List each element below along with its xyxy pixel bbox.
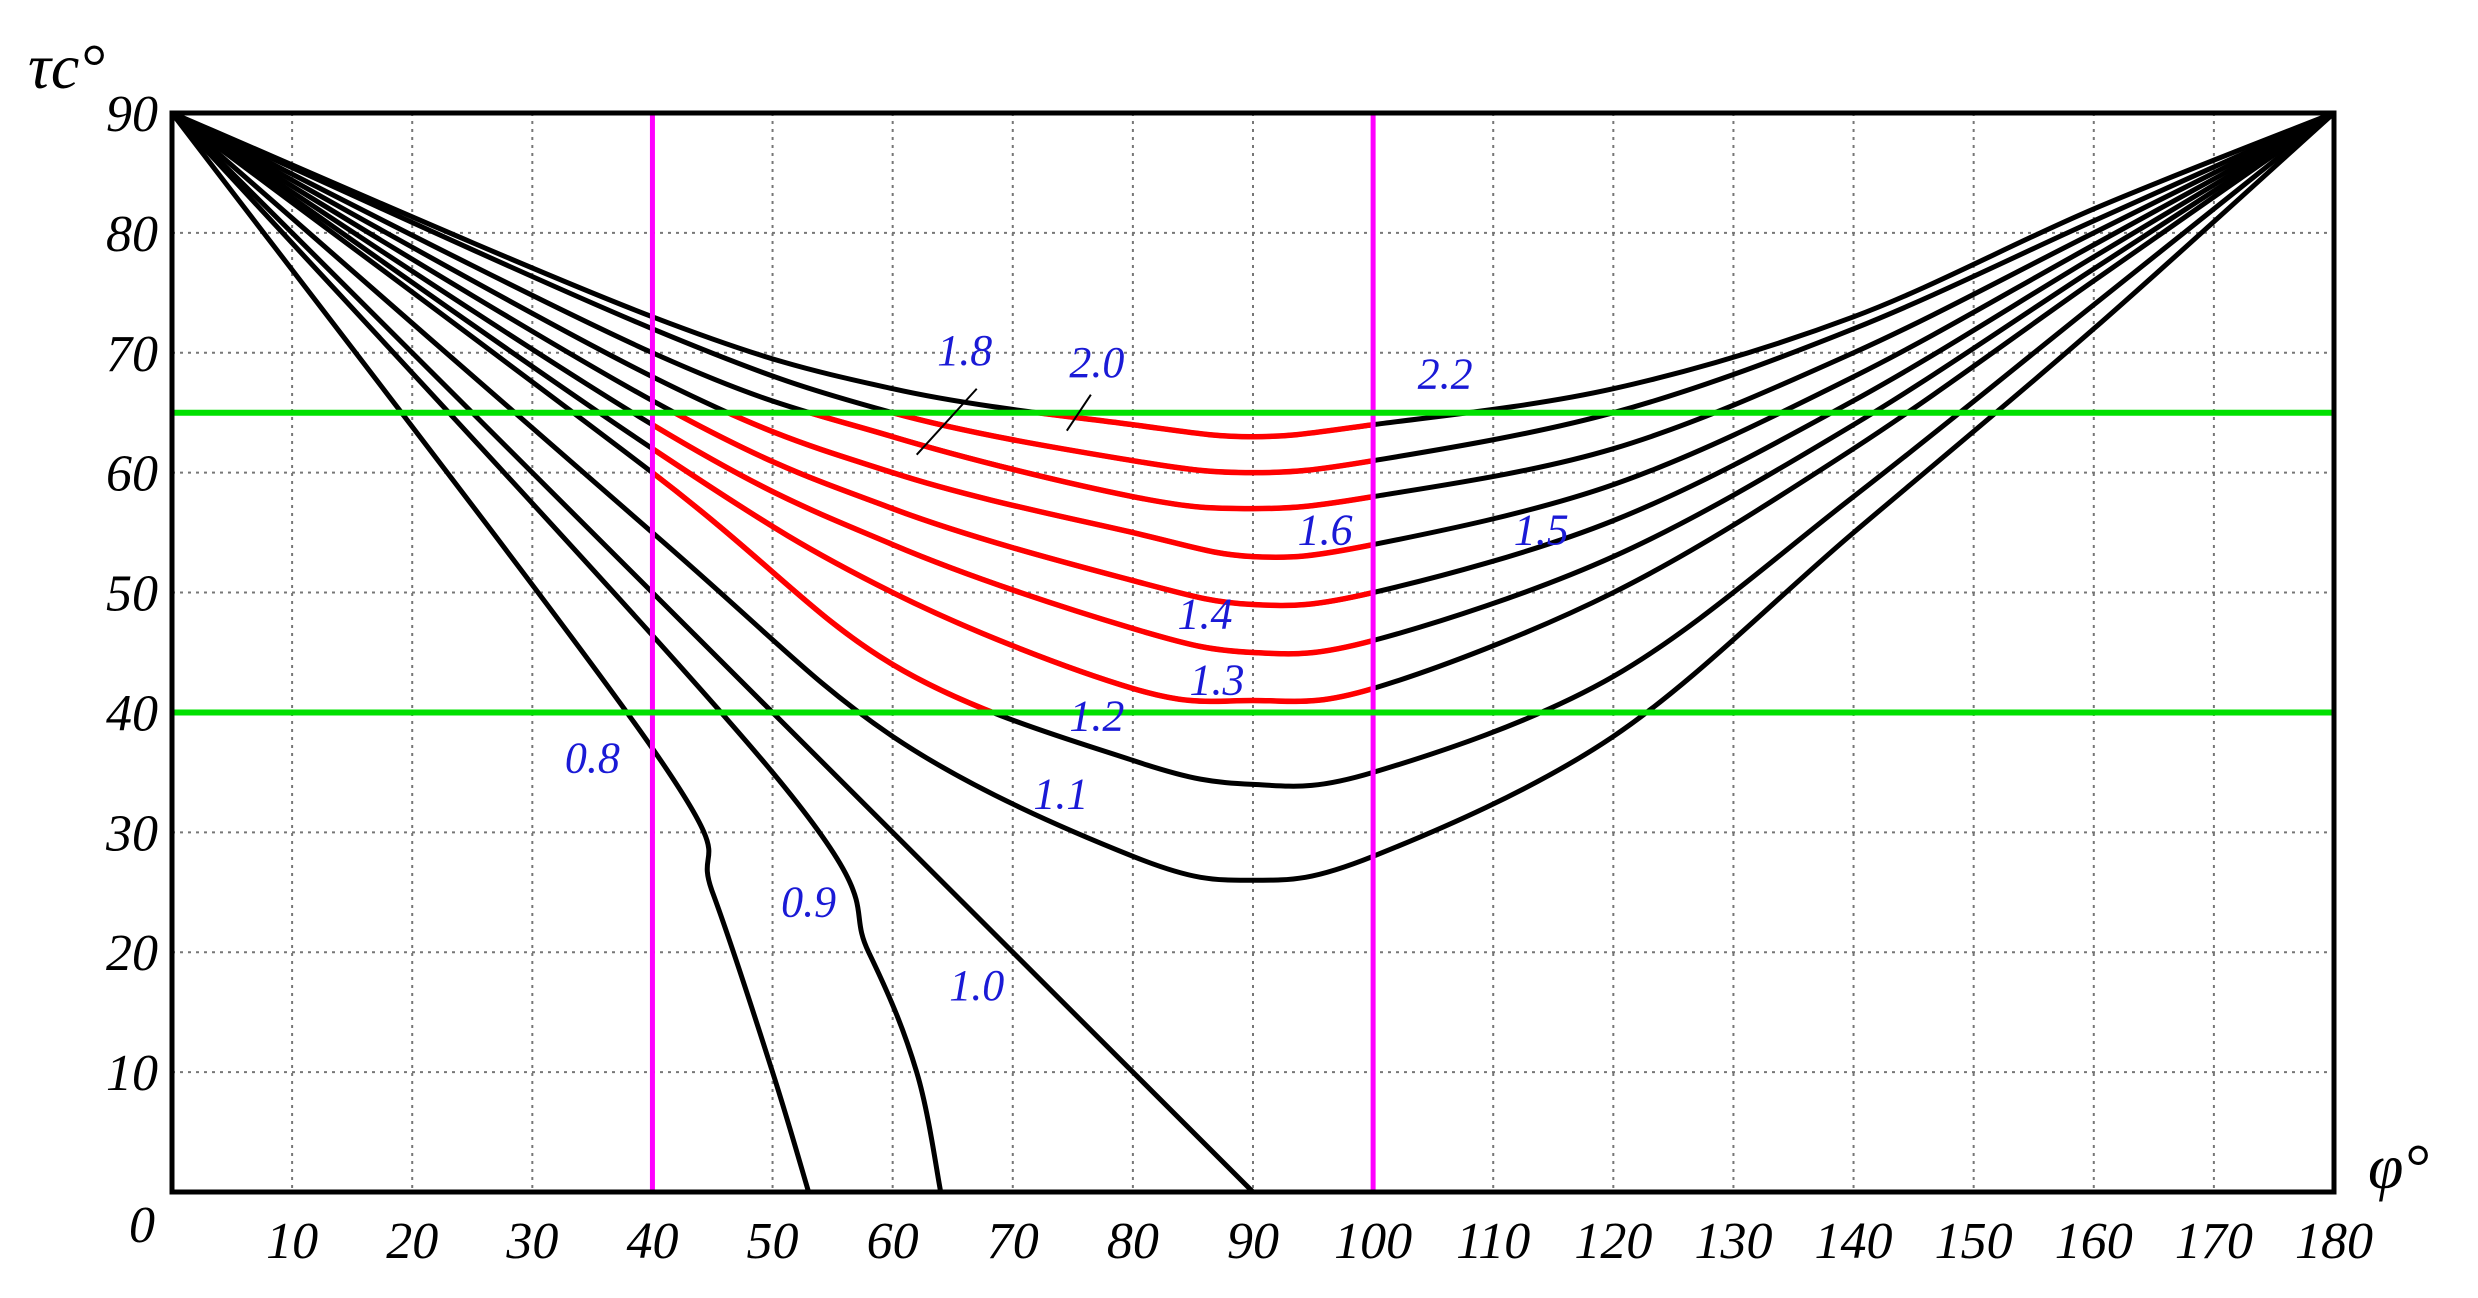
curve-label: 1.3 <box>1189 655 1244 704</box>
x-axis-label: φ° <box>2368 1131 2429 1202</box>
y-tick-label: 80 <box>106 206 158 263</box>
curve-label: 2.2 <box>1418 350 1473 399</box>
x-tick-label: 140 <box>1815 1213 1893 1270</box>
curve-label: 0.9 <box>781 877 836 926</box>
y-tick-label: 30 <box>105 805 158 862</box>
tick-labels: 10 20 30 40 50 60 70 80 90 100 110 120 130 140 150 160 1… <box>105 86 2373 1270</box>
x-tick-label: 120 <box>1574 1213 1652 1270</box>
curve-label: 1.6 <box>1298 506 1353 555</box>
x-tick-label: 90 <box>1227 1213 1279 1270</box>
curve-label: 1.4 <box>1177 590 1232 639</box>
curve-highlight-2.2 <box>1016 412 1374 440</box>
x-origin-label: 0 <box>129 1197 155 1254</box>
curve-highlight-1.5 <box>668 412 1374 609</box>
leader-line <box>915 388 978 456</box>
curve-highlight-1.4 <box>652 421 1374 657</box>
curve-0.9 <box>170 111 944 1193</box>
x-tick-label: 20 <box>386 1213 438 1270</box>
x-tick-label: 100 <box>1334 1213 1412 1270</box>
curve-label: 0.8 <box>565 733 620 782</box>
curve-0.8 <box>170 111 811 1193</box>
curve-label: 1.5 <box>1514 506 1569 555</box>
x-tick-label: 60 <box>867 1213 919 1270</box>
curve-highlight-1.8 <box>799 412 1374 512</box>
curve-label: 1.0 <box>949 961 1004 1010</box>
x-tick-label: 30 <box>505 1213 558 1270</box>
leader-line <box>1065 394 1092 432</box>
curve-1.0 <box>170 111 1255 1194</box>
x-tick-label: 160 <box>2055 1213 2133 1270</box>
plot-frame <box>169 110 2337 1195</box>
y-tick-label: 40 <box>106 685 158 742</box>
y-tick-label: 60 <box>106 446 158 503</box>
curve-highlight-2.0 <box>882 412 1374 476</box>
x-tick-label: 10 <box>266 1213 318 1270</box>
y-tick-label: 10 <box>106 1045 158 1102</box>
x-tick-label: 40 <box>626 1213 678 1270</box>
y-tick-label: 50 <box>106 566 158 623</box>
reference-lines <box>172 113 2334 1192</box>
curve-labels: 0.8 0.9 1.0 1.1 1.2 1.3 1.4 1.6 1.5 1.8 2.0 2.2 <box>565 326 1569 1010</box>
y-tick-label: 20 <box>106 925 158 982</box>
x-tick-label: 150 <box>1935 1213 2013 1270</box>
x-tick-label: 70 <box>987 1213 1039 1270</box>
curve-label: 1.2 <box>1069 691 1124 740</box>
y-tick-label: 90 <box>106 86 158 143</box>
curve-label: 2.0 <box>1069 338 1124 387</box>
curve-label: 1.8 <box>937 326 992 375</box>
x-tick-label: 180 <box>2295 1213 2373 1270</box>
curve-highlight-1.2 <box>652 469 1001 713</box>
curve-1.1 <box>170 111 2336 883</box>
y-tick-label: 70 <box>106 326 158 383</box>
x-tick-label: 110 <box>1456 1213 1530 1270</box>
x-tick-label: 80 <box>1107 1213 1159 1270</box>
curve-highlight-1.6 <box>721 412 1374 560</box>
x-tick-label: 50 <box>747 1213 799 1270</box>
y-axis-label: τc° <box>28 31 105 102</box>
curve-highlight-1.3 <box>652 445 1374 705</box>
curve-label: 1.1 <box>1033 769 1088 818</box>
x-tick-label: 130 <box>1694 1213 1772 1270</box>
x-tick-label: 170 <box>2175 1213 2253 1270</box>
